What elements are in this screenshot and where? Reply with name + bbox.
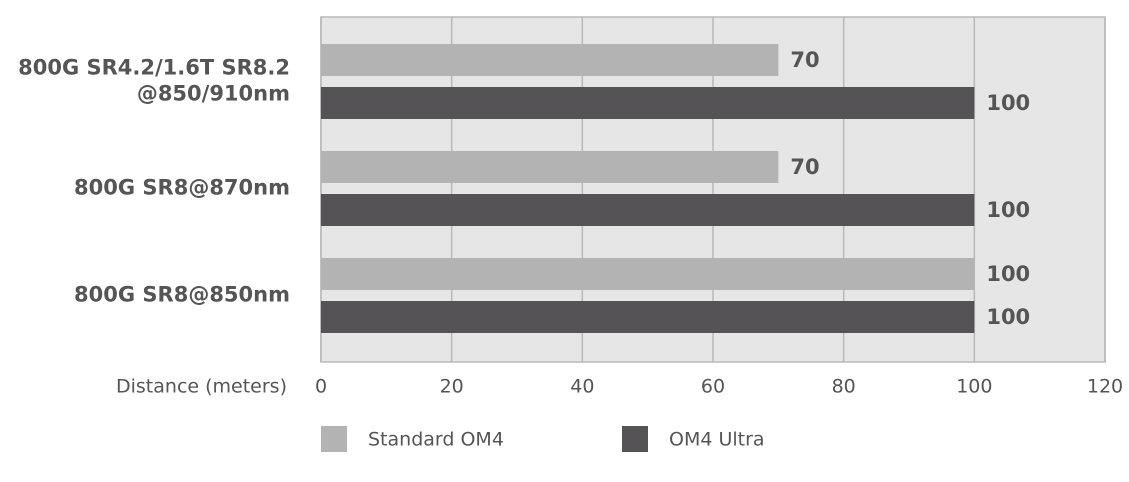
category-label: 800G SR8@870nm	[74, 176, 290, 200]
x-tick-label: 100	[956, 376, 992, 398]
bar	[321, 258, 975, 290]
bar	[321, 151, 779, 183]
bar	[321, 194, 975, 226]
x-axis-label: Distance (meters)	[116, 376, 287, 398]
x-tick-label: 20	[440, 376, 464, 398]
value-label: 100	[986, 198, 1030, 222]
bar	[321, 44, 779, 76]
value-label: 100	[986, 262, 1030, 286]
value-label: 100	[986, 91, 1030, 115]
bar	[321, 87, 975, 119]
x-tick-label: 40	[570, 376, 594, 398]
value-label: 70	[790, 48, 819, 72]
x-tick-label: 120	[1087, 376, 1123, 398]
legend-label: OM4 Ultra	[669, 429, 765, 451]
category-label: 800G SR4.2/1.6T SR8.2 @850/910nm	[18, 56, 290, 106]
bar	[321, 301, 975, 333]
x-tick-label: 80	[832, 376, 856, 398]
value-label: 100	[986, 305, 1030, 329]
x-tick-label: 60	[701, 376, 725, 398]
legend-label: Standard OM4	[368, 429, 504, 451]
legend-swatch	[321, 426, 347, 452]
legend-swatch	[622, 426, 648, 452]
value-label: 70	[790, 155, 819, 179]
category-label: 800G SR8@850nm	[74, 283, 290, 307]
x-tick-label: 0	[315, 376, 327, 398]
